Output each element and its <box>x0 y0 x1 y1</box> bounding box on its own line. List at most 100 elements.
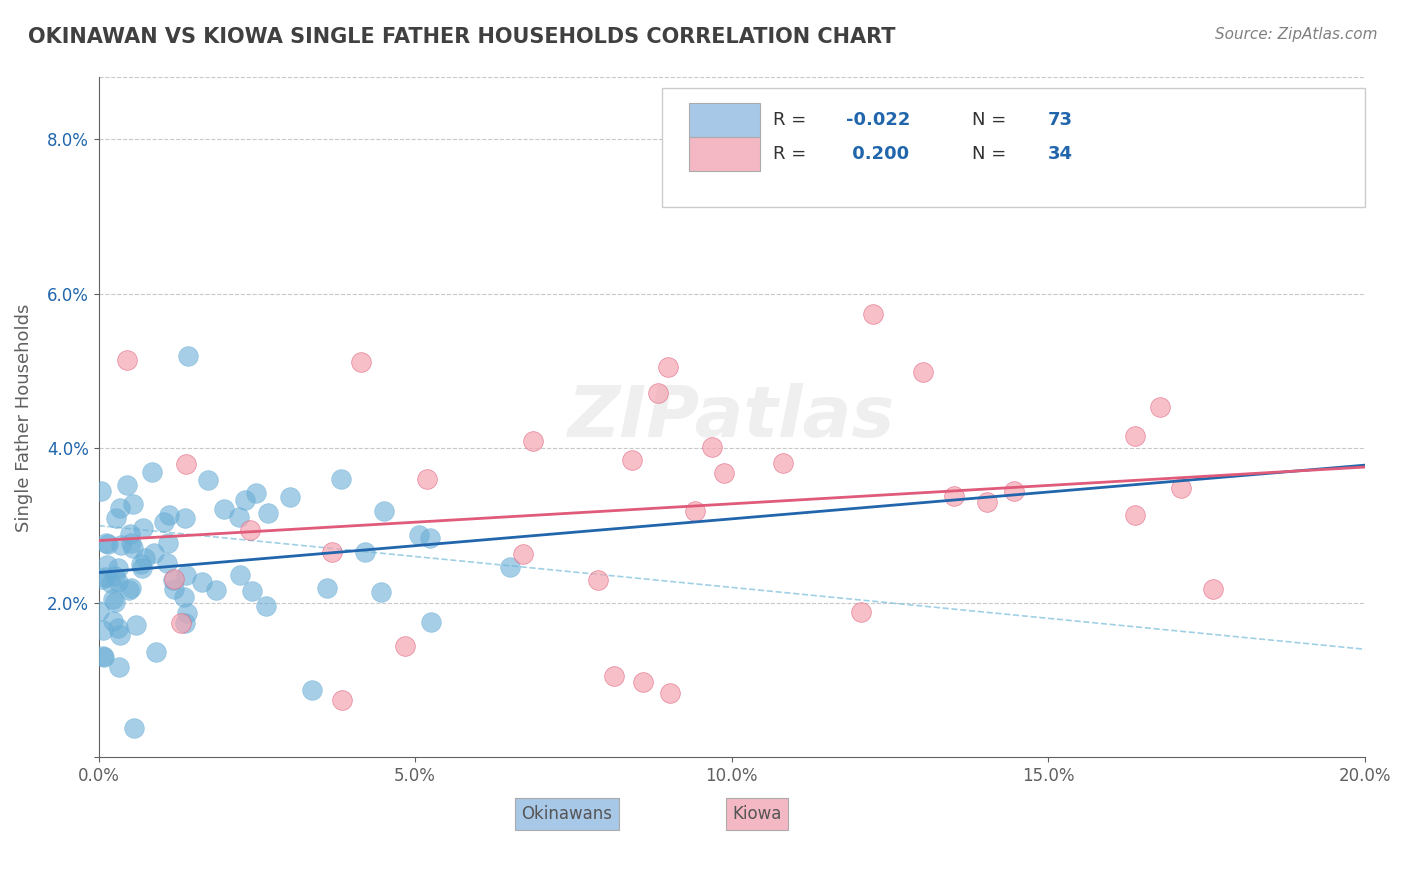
Point <box>586 573 609 587</box>
Point <box>911 365 934 379</box>
Point <box>197 473 219 487</box>
Point <box>157 508 180 522</box>
Point <box>658 686 681 700</box>
Point <box>108 660 131 674</box>
Point <box>91 623 114 637</box>
Point <box>115 478 138 492</box>
Point <box>321 545 343 559</box>
Point <box>110 538 132 552</box>
Point <box>107 574 129 589</box>
Point <box>174 457 197 471</box>
Point <box>373 504 395 518</box>
Text: R =: R = <box>773 145 813 163</box>
Point <box>115 352 138 367</box>
FancyBboxPatch shape <box>689 103 759 136</box>
Point <box>120 582 142 596</box>
Point <box>129 557 152 571</box>
Point <box>97 537 120 551</box>
Point <box>145 645 167 659</box>
Point <box>120 536 142 550</box>
Point <box>228 510 250 524</box>
Text: ZIPatlas: ZIPatlas <box>568 383 896 452</box>
Point <box>394 639 416 653</box>
Point <box>156 556 179 570</box>
Point <box>163 572 186 586</box>
FancyBboxPatch shape <box>662 87 1365 207</box>
Point <box>204 582 226 597</box>
Point <box>242 583 264 598</box>
Point <box>101 614 124 628</box>
Point <box>976 495 998 509</box>
Point <box>620 453 643 467</box>
Point <box>96 558 118 572</box>
Point <box>683 504 706 518</box>
Point <box>163 582 186 596</box>
Point <box>350 355 373 369</box>
Point <box>132 521 155 535</box>
Point <box>122 497 145 511</box>
Point <box>125 618 148 632</box>
Point <box>173 591 195 605</box>
Text: Kiowa: Kiowa <box>733 805 782 823</box>
Text: Okinawans: Okinawans <box>522 805 613 823</box>
Point <box>354 545 377 559</box>
Point <box>170 616 193 631</box>
Text: 0.200: 0.200 <box>845 145 908 163</box>
Point <box>278 490 301 504</box>
Point <box>849 605 872 619</box>
Point <box>152 516 174 530</box>
Text: OKINAWAN VS KIOWA SINGLE FATHER HOUSEHOLDS CORRELATION CHART: OKINAWAN VS KIOWA SINGLE FATHER HOUSEHOL… <box>28 27 896 46</box>
Text: Source: ZipAtlas.com: Source: ZipAtlas.com <box>1215 27 1378 42</box>
Point <box>1202 582 1225 596</box>
Point <box>105 510 128 524</box>
Point <box>702 440 724 454</box>
Point <box>108 500 131 515</box>
Point <box>1149 400 1171 414</box>
Point <box>420 615 443 629</box>
Point <box>330 693 353 707</box>
Point <box>942 489 965 503</box>
Point <box>122 721 145 735</box>
Point <box>131 560 153 574</box>
Point <box>107 561 129 575</box>
Point <box>142 546 165 560</box>
Point <box>329 472 352 486</box>
Point <box>90 483 112 498</box>
Point <box>118 527 141 541</box>
Point <box>370 585 392 599</box>
Point <box>93 649 115 664</box>
Point <box>162 573 184 587</box>
Point <box>408 528 430 542</box>
Point <box>157 535 180 549</box>
FancyBboxPatch shape <box>689 136 759 170</box>
Point <box>257 506 280 520</box>
Point <box>1123 429 1146 443</box>
Point <box>301 683 323 698</box>
Point <box>122 541 145 555</box>
Text: N =: N = <box>972 145 1012 163</box>
Y-axis label: Single Father Households: Single Father Households <box>15 303 32 532</box>
Point <box>499 560 522 574</box>
Point <box>603 669 626 683</box>
Point <box>177 349 200 363</box>
Point <box>522 434 544 448</box>
Point <box>713 467 735 481</box>
Point <box>233 493 256 508</box>
Point <box>419 531 441 545</box>
Point <box>772 456 794 470</box>
Point <box>104 569 127 583</box>
Point <box>647 385 669 400</box>
Text: 34: 34 <box>1049 145 1073 163</box>
Point <box>94 570 117 584</box>
Text: -0.022: -0.022 <box>845 112 910 129</box>
Point <box>1123 508 1146 522</box>
Point <box>141 465 163 479</box>
Point <box>107 621 129 635</box>
Point <box>315 581 337 595</box>
Point <box>134 550 156 565</box>
Point <box>1170 481 1192 495</box>
Point <box>101 592 124 607</box>
Point <box>104 595 127 609</box>
Point <box>416 472 439 486</box>
Text: R =: R = <box>773 112 813 129</box>
